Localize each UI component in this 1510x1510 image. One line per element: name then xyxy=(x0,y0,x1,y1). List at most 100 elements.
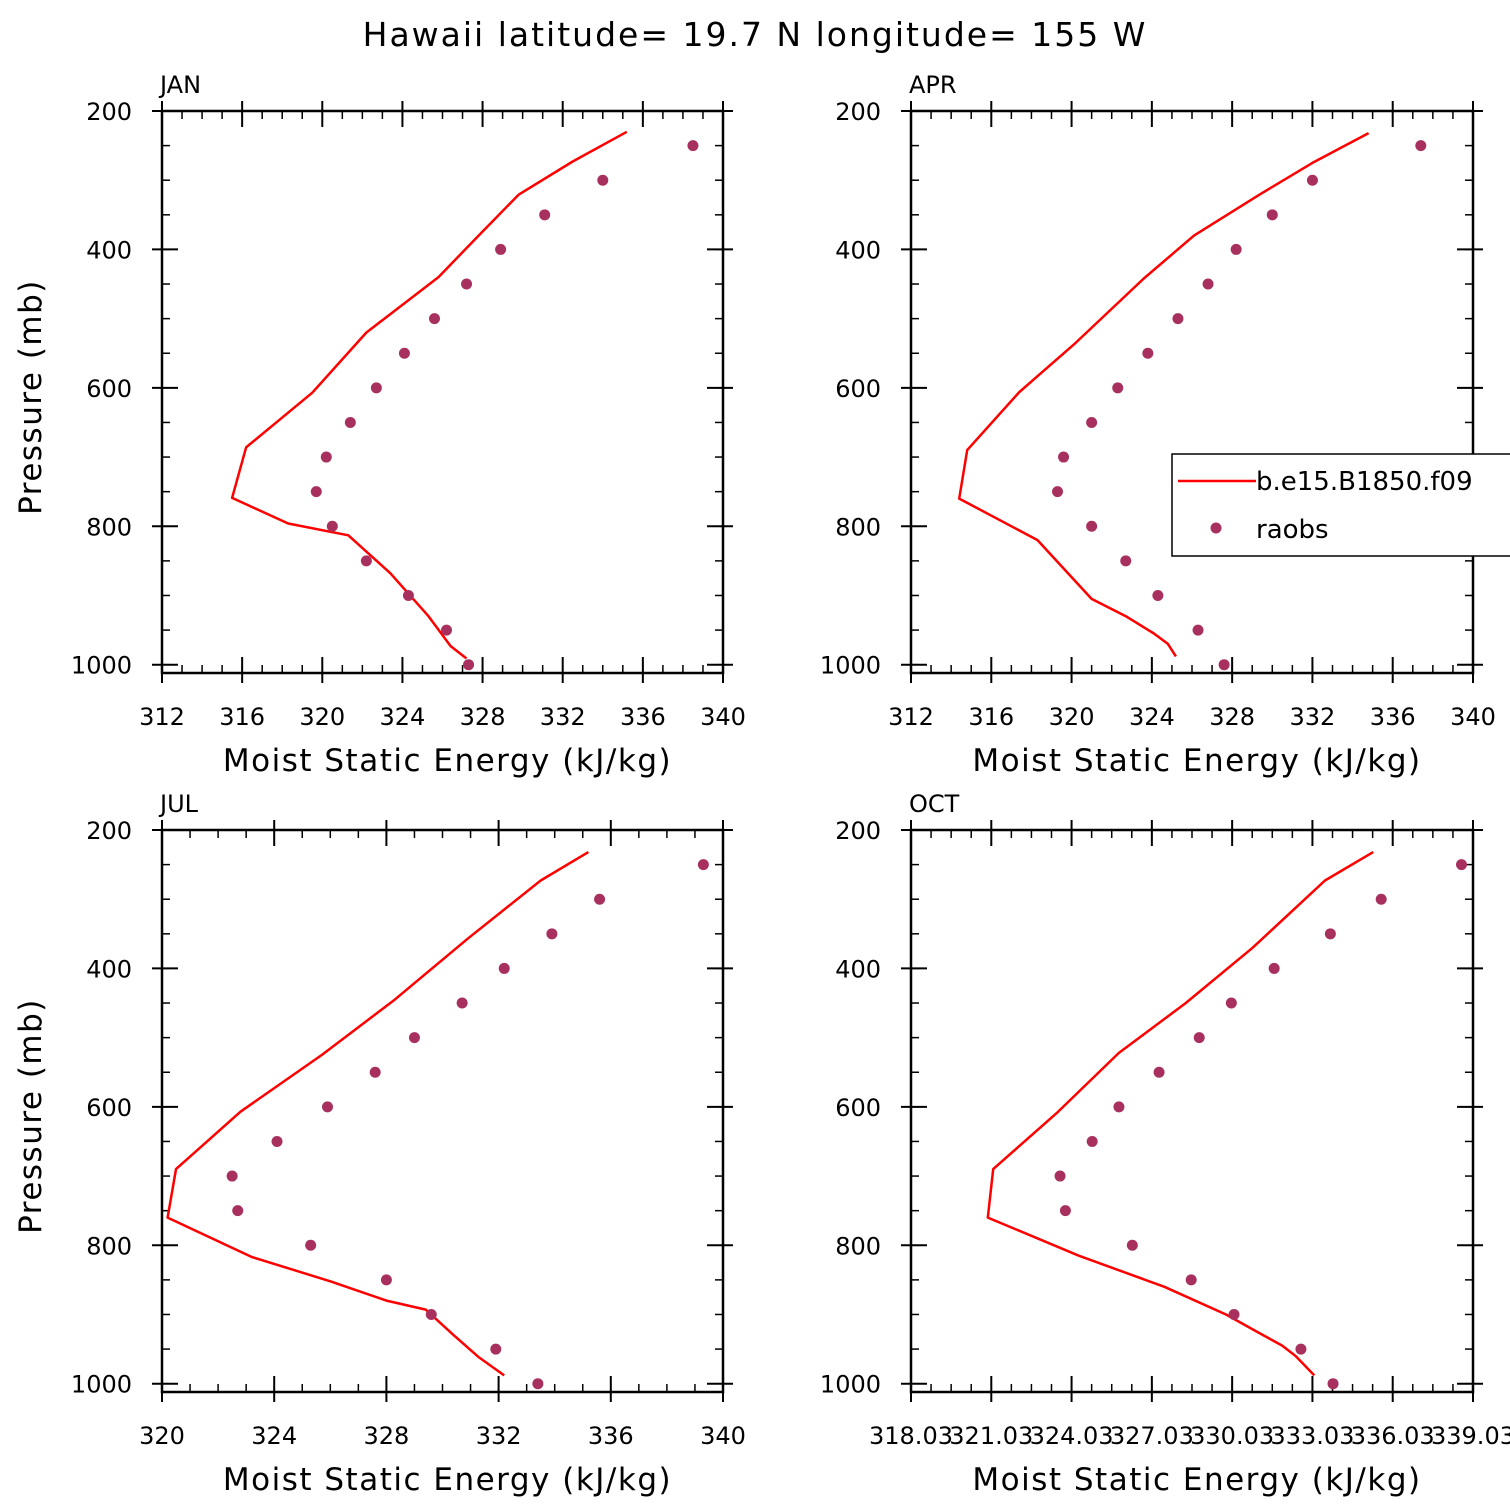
y-tick-label: 600 xyxy=(86,1094,132,1122)
raobs-point xyxy=(1193,1032,1205,1044)
panels: JAN 312 316 320 324 328 332 336 340 200 400 600 800 1… xyxy=(13,71,1510,1498)
raobs-point xyxy=(1152,589,1164,601)
x-tick-label: 324 xyxy=(380,703,426,731)
raobs-point xyxy=(594,893,606,905)
x-tick-label: 320 xyxy=(139,1422,185,1450)
raobs-point xyxy=(310,486,322,498)
raobs-point xyxy=(226,1170,238,1182)
raobs-point xyxy=(1086,520,1098,532)
plot-area xyxy=(986,851,1467,1390)
figure-title: Hawaii latitude= 19.7 N longitude= 155 W xyxy=(363,15,1148,54)
raobs-point xyxy=(461,278,473,290)
raobs-point xyxy=(1218,659,1230,671)
raobs-point xyxy=(1142,347,1154,359)
y-axis-label: Pressure (mb) xyxy=(13,279,49,515)
raobs-point xyxy=(532,1378,544,1390)
raobs-point xyxy=(370,382,382,394)
x-tick-label: 324 xyxy=(1129,703,1175,731)
legend-marker-swatch xyxy=(1210,522,1222,534)
raobs-point xyxy=(546,928,558,940)
raobs-point xyxy=(1054,1170,1066,1182)
model-series-line xyxy=(986,851,1374,1377)
y-tick-label: 600 xyxy=(86,375,132,403)
plot-frame xyxy=(909,828,1475,1394)
raobs-point xyxy=(1415,140,1427,152)
panel-label: JAN xyxy=(158,71,201,99)
x-tick-label: 327.03 xyxy=(1110,1422,1194,1450)
y-tick-label: 800 xyxy=(835,513,881,541)
x-tick-label: 333.03 xyxy=(1270,1422,1354,1450)
x-tick-label: 332 xyxy=(476,1422,522,1450)
model-series-line xyxy=(957,131,1370,658)
x-tick-label: 336.03 xyxy=(1351,1422,1435,1450)
x-tick-label: 336 xyxy=(588,1422,634,1450)
y-tick-label: 1000 xyxy=(71,1371,132,1399)
raobs-point xyxy=(398,347,410,359)
y-tick-label: 600 xyxy=(835,375,881,403)
raobs-point xyxy=(1113,1101,1125,1113)
x-tick-label: 328 xyxy=(363,1422,409,1450)
raobs-point xyxy=(1225,997,1237,1009)
x-tick-label: 328 xyxy=(1209,703,1255,731)
raobs-point xyxy=(1086,416,1098,428)
raobs-point xyxy=(321,1101,333,1113)
x-axis-label: Moist Static Energy (kJ/kg) xyxy=(972,1462,1421,1498)
y-tick-label: 200 xyxy=(835,817,881,845)
raobs-point xyxy=(232,1205,244,1217)
raobs-point xyxy=(1202,278,1214,290)
x-axis-label: Moist Static Energy (kJ/kg) xyxy=(223,743,672,779)
raobs-point xyxy=(1120,555,1132,567)
raobs-point xyxy=(408,1032,420,1044)
legend-label: b.e15.B1850.f09 xyxy=(1256,467,1473,497)
raobs-point xyxy=(539,209,551,221)
plot-frame xyxy=(909,109,1475,675)
raobs-point xyxy=(402,589,414,601)
y-tick-label: 1000 xyxy=(820,1371,881,1399)
panel-jan: JAN 312 316 320 324 328 332 336 340 200 400 600 800 1… xyxy=(13,71,746,779)
x-tick-label: 336 xyxy=(620,703,666,731)
panel-oct: OCT318.03321.03324.03327.03330.03333.033… xyxy=(820,790,1510,1498)
panel-label: OCT xyxy=(909,790,960,818)
x-tick-label: 312 xyxy=(888,703,934,731)
raobs-point xyxy=(1185,1274,1197,1286)
x-axis-label: Moist Static Energy (kJ/kg) xyxy=(223,1462,672,1498)
x-tick-label: 328 xyxy=(460,703,506,731)
plot-area xyxy=(166,851,709,1390)
x-tick-label: 316 xyxy=(219,703,265,731)
raobs-point xyxy=(597,174,609,186)
raobs-point xyxy=(380,1274,392,1286)
raobs-point xyxy=(687,140,699,152)
x-tick-label: 340 xyxy=(700,703,746,731)
model-series-line xyxy=(166,851,590,1377)
y-tick-label: 800 xyxy=(835,1232,881,1260)
x-tick-label: 312 xyxy=(139,703,185,731)
raobs-point xyxy=(463,659,475,671)
x-tick-label: 321.03 xyxy=(949,1422,1033,1450)
raobs-point xyxy=(495,243,507,255)
raobs-point xyxy=(498,962,510,974)
raobs-point xyxy=(456,997,468,1009)
raobs-point xyxy=(320,451,332,463)
raobs-point xyxy=(697,859,709,871)
raobs-point xyxy=(1126,1239,1138,1251)
raobs-point xyxy=(428,313,440,325)
raobs-point xyxy=(1086,1135,1098,1147)
raobs-point xyxy=(271,1135,283,1147)
x-tick-label: 330.03 xyxy=(1190,1422,1274,1450)
y-tick-label: 1000 xyxy=(820,652,881,680)
raobs-point xyxy=(369,1066,381,1078)
plot-area xyxy=(230,130,699,671)
raobs-point xyxy=(344,416,356,428)
raobs-point xyxy=(1306,174,1318,186)
y-tick-label: 1000 xyxy=(71,652,132,680)
y-tick-label: 200 xyxy=(86,817,132,845)
x-tick-label: 318.03 xyxy=(869,1422,953,1450)
raobs-point xyxy=(326,520,338,532)
x-tick-label: 320 xyxy=(299,703,345,731)
raobs-point xyxy=(1375,893,1387,905)
raobs-point xyxy=(1295,1343,1307,1355)
y-tick-label: 400 xyxy=(835,955,881,983)
panel-apr: APR 312 316 320 324 328 332 336 340 200 400 600 800 1… xyxy=(820,71,1510,779)
y-tick-label: 400 xyxy=(86,955,132,983)
x-tick-label: 324 xyxy=(251,1422,297,1450)
